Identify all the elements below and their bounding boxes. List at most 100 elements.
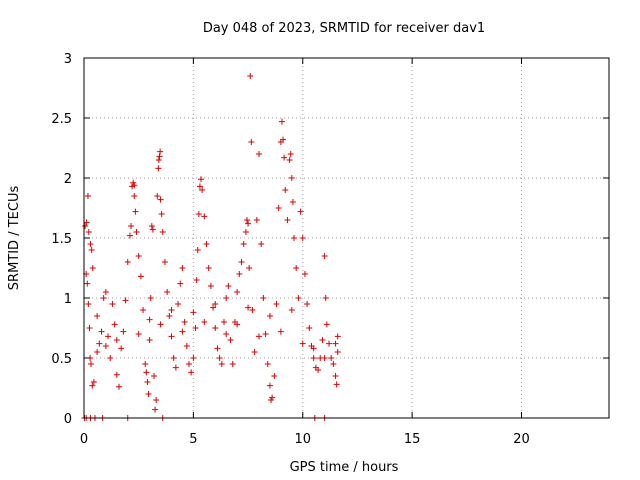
data-point xyxy=(291,235,297,241)
data-point xyxy=(143,369,150,376)
data-point xyxy=(94,313,101,319)
y-tick-label: 2.5 xyxy=(51,112,72,127)
data-point xyxy=(193,277,200,283)
data-point xyxy=(155,165,162,172)
data-point xyxy=(154,193,161,199)
data-point xyxy=(147,295,154,301)
data-point xyxy=(192,325,199,331)
data-point xyxy=(287,151,294,157)
data-point xyxy=(201,213,208,220)
data-point xyxy=(334,349,341,355)
data-point xyxy=(297,208,304,215)
chart-title: Day 048 of 2023, SRMTID for receiver dav… xyxy=(203,21,485,36)
data-point xyxy=(179,265,186,271)
data-point xyxy=(332,340,339,347)
y-tick-label: 2 xyxy=(64,172,72,187)
data-point xyxy=(301,271,308,277)
data-point xyxy=(186,361,192,367)
data-point xyxy=(227,337,234,343)
data-point xyxy=(289,199,296,205)
data-point xyxy=(234,289,241,295)
data-point xyxy=(321,355,328,361)
data-point xyxy=(142,361,149,367)
data-point xyxy=(322,295,329,301)
data-point xyxy=(94,349,101,355)
data-point xyxy=(288,175,295,181)
data-point xyxy=(310,345,317,352)
axis-ticks: 0 5 10 15 20 0 0.5 1 1.5 2 2.5 3 xyxy=(51,52,609,447)
data-point xyxy=(146,337,153,343)
data-point xyxy=(266,313,273,319)
data-point xyxy=(310,355,317,361)
data-point xyxy=(85,229,92,235)
data-point xyxy=(148,223,155,229)
data-point xyxy=(122,297,129,304)
data-point xyxy=(332,373,339,379)
y-tick-label: 1.5 xyxy=(51,232,72,247)
data-point xyxy=(170,355,177,361)
data-point xyxy=(82,223,89,229)
data-point xyxy=(89,265,96,271)
data-point xyxy=(249,307,256,313)
data-point xyxy=(236,271,243,277)
data-point xyxy=(166,313,173,319)
data-point xyxy=(156,153,163,160)
data-point xyxy=(194,247,201,253)
data-point xyxy=(223,331,230,337)
data-point xyxy=(286,157,293,163)
data-point xyxy=(157,196,164,203)
x-tick-label: 15 xyxy=(404,432,421,447)
data-point xyxy=(275,205,282,211)
data-point xyxy=(326,340,332,347)
data-point xyxy=(183,343,190,349)
data-points xyxy=(81,73,341,421)
data-point xyxy=(330,361,337,367)
y-tick-label: 0 xyxy=(64,412,72,427)
data-point xyxy=(295,295,302,301)
data-point xyxy=(188,369,195,376)
data-point xyxy=(271,373,278,379)
x-tick-label: 5 xyxy=(189,432,197,447)
data-point xyxy=(120,328,127,335)
data-point xyxy=(278,118,285,125)
data-point xyxy=(210,304,217,311)
data-point xyxy=(245,304,252,311)
data-point xyxy=(126,232,133,239)
data-point xyxy=(128,223,135,229)
data-point xyxy=(246,265,253,271)
data-point xyxy=(264,361,271,367)
y-tick-label: 1 xyxy=(64,292,72,307)
data-point xyxy=(146,316,153,323)
data-point xyxy=(177,280,184,287)
data-point xyxy=(221,319,227,325)
data-point xyxy=(256,333,262,340)
data-point xyxy=(299,340,306,347)
data-point xyxy=(131,182,138,189)
data-point xyxy=(172,364,179,371)
data-point xyxy=(258,241,265,247)
data-point xyxy=(89,382,96,389)
data-point xyxy=(88,361,94,367)
data-point xyxy=(137,273,144,280)
data-point xyxy=(212,301,219,307)
data-point xyxy=(164,289,171,295)
x-tick-label: 0 xyxy=(80,432,88,447)
data-point xyxy=(151,373,157,379)
data-point xyxy=(161,259,168,265)
data-point xyxy=(157,321,164,328)
data-point xyxy=(240,241,247,247)
data-point xyxy=(116,383,122,390)
data-point xyxy=(266,382,273,389)
data-point xyxy=(168,333,175,340)
data-point xyxy=(288,307,295,313)
data-point xyxy=(248,139,255,145)
data-point xyxy=(282,187,289,193)
data-point xyxy=(168,307,175,313)
data-point xyxy=(135,253,142,259)
data-point xyxy=(238,259,245,265)
data-point xyxy=(131,193,138,199)
data-point xyxy=(207,283,214,289)
data-point xyxy=(144,379,151,385)
data-point xyxy=(124,259,131,265)
